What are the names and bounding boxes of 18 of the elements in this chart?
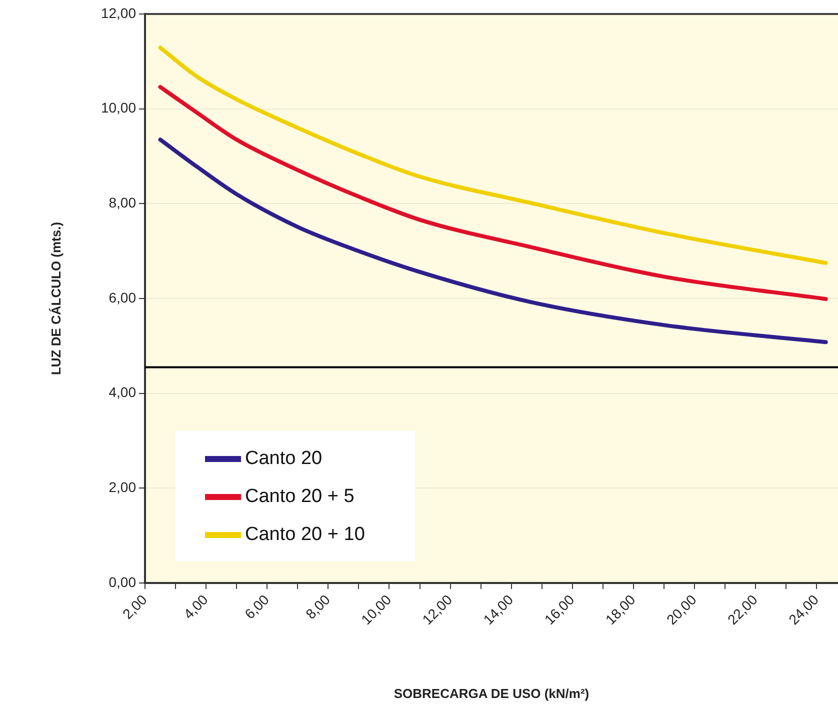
y-tick-label: 0,00 (108, 574, 136, 590)
y-tick-label: 8,00 (108, 194, 136, 211)
y-tick-label: 10,00 (100, 100, 136, 116)
x-tick-label: 6,00 (241, 591, 272, 622)
y-tick-label: 2,00 (108, 479, 136, 496)
y-axis-title: LUZ DE CÁLCULO (mts.) (48, 222, 64, 376)
legend-label: Canto 20 (245, 448, 322, 470)
line-series (158, 46, 828, 265)
line-series (158, 138, 828, 344)
legend-label: Canto 20 + 10 (245, 524, 365, 546)
x-tick-label: 4,00 (180, 591, 212, 622)
x-tick-label: 8,00 (302, 591, 334, 622)
x-axis-title: SOBRECARGA DE USO (kN/m²) (394, 686, 590, 701)
line-series (158, 85, 828, 301)
legend-label: Canto 20 + 5 (245, 486, 354, 508)
y-tick-label: 12,00 (100, 4, 136, 21)
y-tick-label: 4,00 (108, 384, 136, 400)
y-tick-label: 6,00 (108, 289, 136, 306)
